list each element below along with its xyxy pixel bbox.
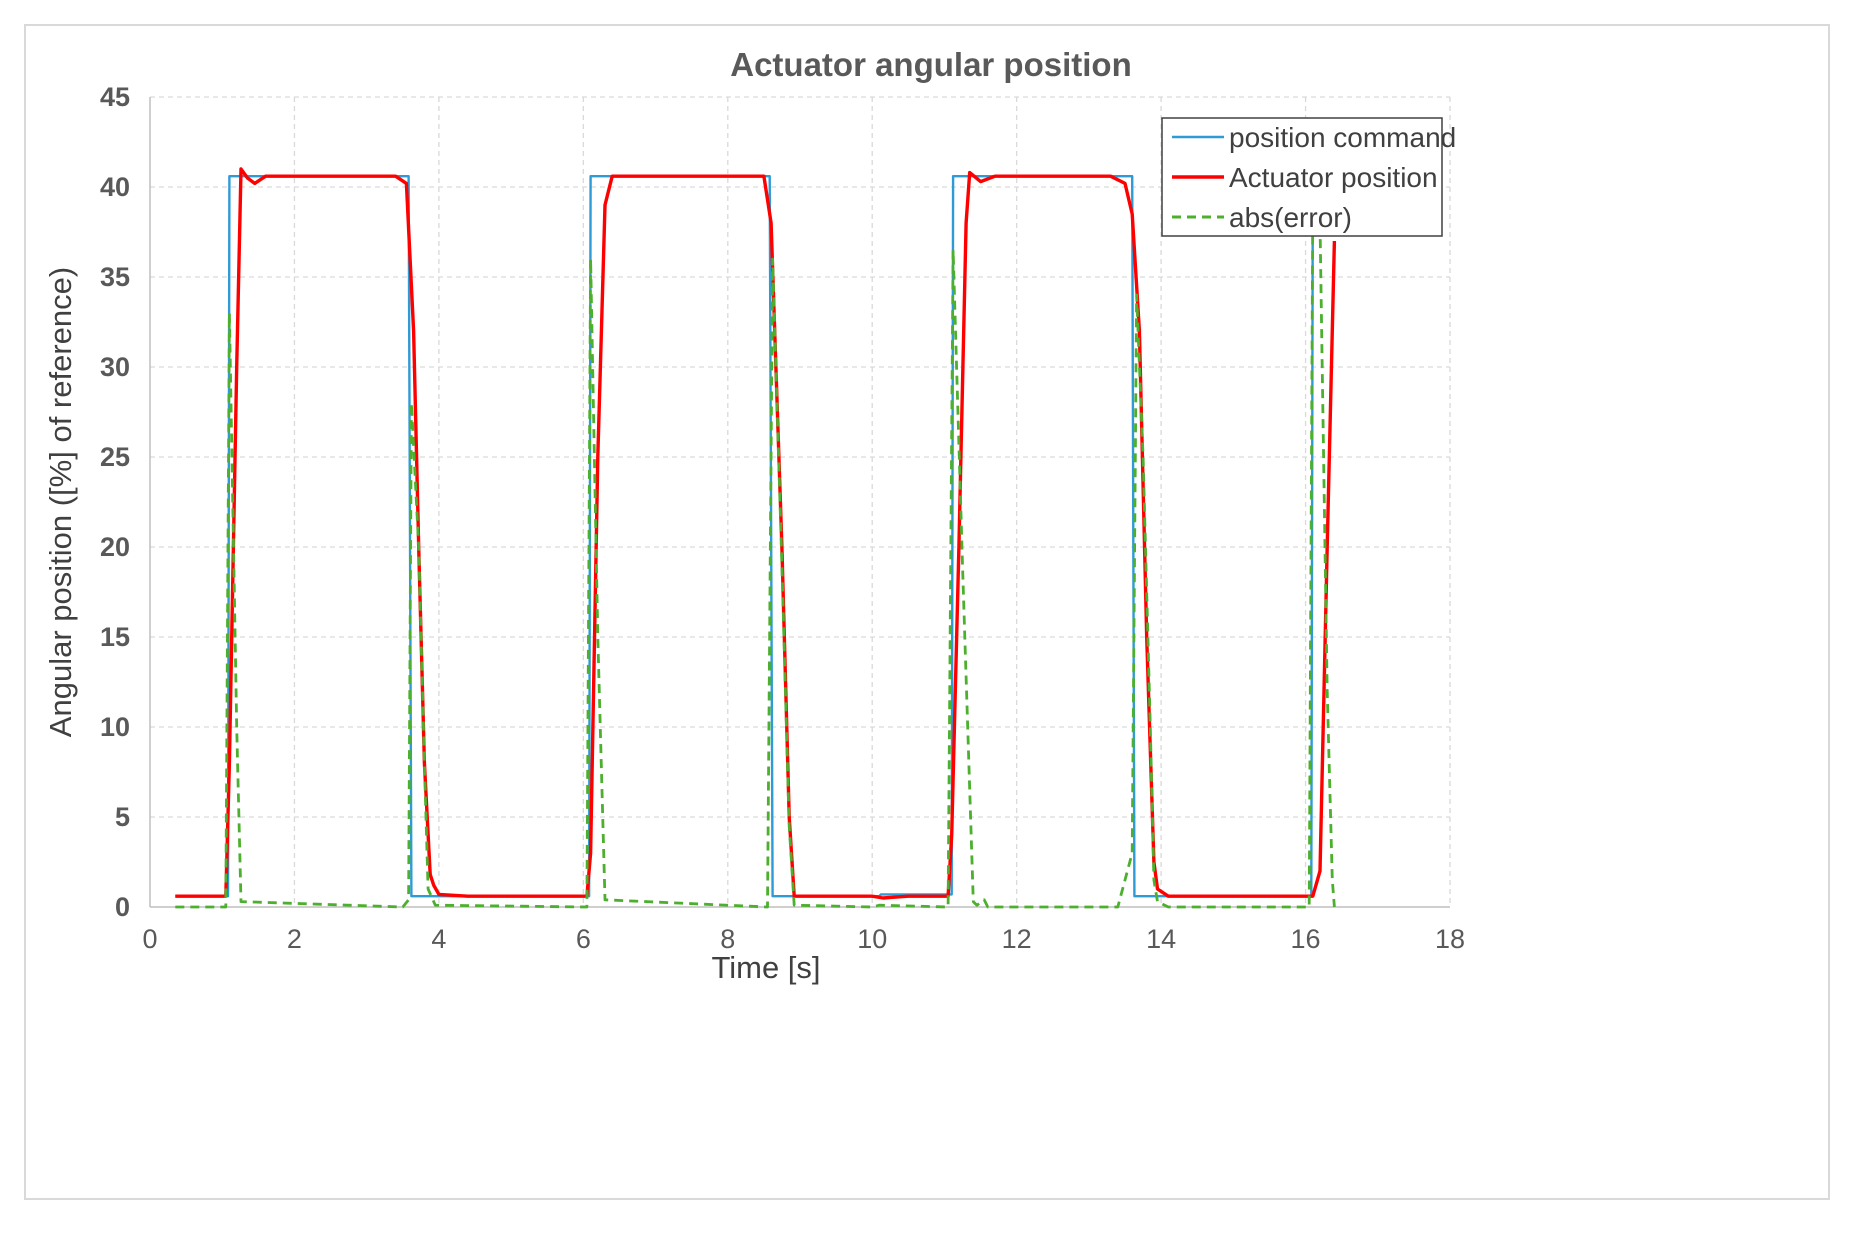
legend: position command Actuator position abs(e… [1161,117,1456,237]
series-line-abs-error [175,203,1336,909]
y-tick-label: 10 [100,712,130,742]
y-axis-label: Angular position ([%] of reference) [43,267,78,737]
x-tick-label: 18 [1435,924,1465,954]
legend-label-actuator-position: Actuator position [1229,162,1438,193]
chart-title: Actuator angular position [730,46,1132,83]
chart-svg: Actuator angular position 0 2 4 6 8 10 12 14 16 1… [43,46,1465,985]
tick-layer: 0 2 4 6 8 10 12 14 16 18 0 5 10 15 20 25 30 35 40 45 [100,82,1465,954]
x-tick-label: 2 [287,924,302,954]
y-tick-label: 45 [100,82,130,112]
x-tick-label: 0 [142,924,157,954]
x-tick-label: 4 [431,924,446,954]
grid-layer [150,96,1451,907]
x-axis-label: Time [s] [711,950,820,985]
y-tick-label: 5 [115,802,130,832]
y-tick-label: 30 [100,352,130,382]
x-tick-label: 8 [720,924,735,954]
x-tick-label: 6 [576,924,591,954]
series-line-actuator-position [175,167,1337,900]
x-tick-label: 14 [1146,924,1176,954]
y-tick-label: 40 [100,172,130,202]
y-tick-label: 0 [115,892,130,922]
y-tick-label: 20 [100,532,130,562]
x-tick-label: 12 [1002,924,1032,954]
y-tick-label: 25 [100,442,130,472]
legend-label-position-command: position command [1229,122,1456,153]
legend-label-abs-error: abs(error) [1229,202,1352,233]
x-tick-label: 10 [857,924,887,954]
series-line-position-command [175,175,1335,898]
series-layer [175,167,1337,909]
y-tick-label: 35 [100,262,130,292]
chart-frame: Actuator angular position 0 2 4 6 8 10 12 14 16 1… [24,24,1830,1200]
x-tick-label: 16 [1291,924,1321,954]
y-tick-label: 15 [100,622,130,652]
